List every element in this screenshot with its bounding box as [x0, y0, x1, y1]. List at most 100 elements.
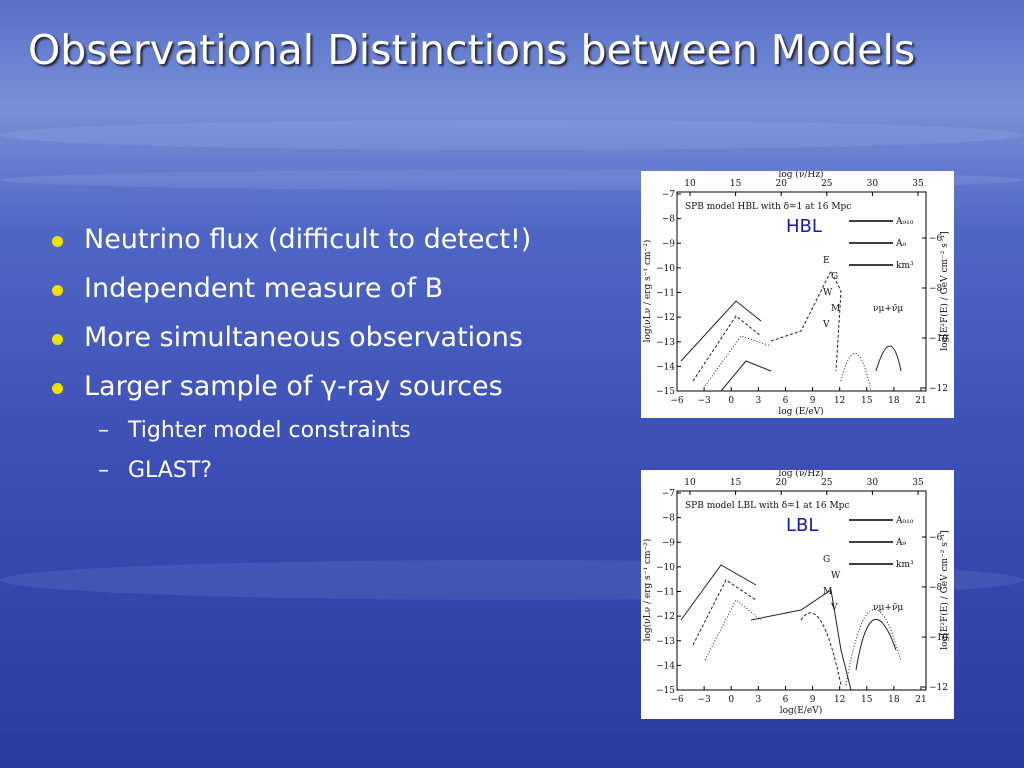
bottom-tick-label: 9 [810, 396, 816, 406]
left-tick-label: −10 [656, 563, 675, 573]
bottom-tick-label: 12 [834, 695, 845, 705]
right-tick-label: −8 [929, 284, 943, 294]
model-curve [720, 360, 772, 392]
left-tick-label: −11 [656, 289, 675, 299]
plot-frame [676, 490, 927, 691]
caption: SPB model HBL with δ=1 at 16 Mpc [685, 202, 851, 212]
model-curve [840, 353, 872, 392]
legend-label: A₉ [895, 538, 906, 548]
bottom-tick-label: 21 [915, 396, 926, 406]
sub-bullet-item: Tighter model constraints [98, 418, 411, 443]
left-tick-label: −10 [656, 264, 675, 274]
bottom-tick-label: 18 [888, 396, 900, 406]
bottom-tick-label: −3 [697, 396, 711, 406]
bottom-tick-label: 21 [915, 695, 926, 705]
top-tick-label: 35 [912, 179, 924, 189]
model-curve [704, 599, 762, 661]
legend-label: A₉₁₀ [895, 516, 914, 526]
top-tick-label: 25 [821, 179, 833, 189]
bottom-axis-label: log(E/eV) [780, 705, 823, 716]
left-tick-label: −12 [656, 612, 675, 622]
right-tick-label: −6 [929, 234, 943, 244]
neutrino-label: νμ+ν̄μ [873, 603, 903, 613]
right-tick-label: −10 [929, 334, 948, 344]
top-tick-label: 20 [775, 478, 787, 488]
left-tick-label: −9 [662, 239, 676, 249]
bullet-item: More simultaneous observations [52, 322, 523, 353]
hbl-figure: 10 15 20 25 30 35 log (ν/Hz) −6 −3 0 3 6 9 12 15 18 21 lo… [641, 171, 954, 418]
neutrino-label: νμ+ν̄μ [873, 304, 903, 314]
background-wave [0, 120, 1024, 150]
bottom-tick-label: 6 [783, 396, 789, 406]
top-tick-label: 15 [730, 179, 742, 189]
bottom-tick-label: 3 [755, 695, 761, 705]
bottom-tick-label: 12 [834, 396, 845, 406]
model-curve [800, 612, 842, 686]
plot-frame [676, 191, 927, 392]
bottom-tick-label: −6 [670, 695, 684, 705]
top-tick-label: 20 [775, 179, 787, 189]
caption: SPB model LBL with δ=1 at 16 Mpc [685, 501, 849, 511]
bottom-tick-label: 0 [728, 695, 734, 705]
model-curve [704, 335, 772, 387]
left-tick-label: −13 [656, 637, 675, 647]
right-tick-label: −12 [929, 384, 948, 394]
detector-label: E [823, 256, 830, 266]
detector-label: W [823, 288, 833, 298]
right-tick-label: −8 [929, 583, 943, 593]
model-curve [855, 618, 897, 671]
top-axis-label: log (ν/Hz) [778, 470, 823, 479]
detector-label: V [822, 320, 830, 330]
left-tick-label: −9 [662, 538, 676, 548]
slide-title: Observational Distinctions between Model… [28, 26, 916, 74]
model-curve [680, 300, 762, 362]
bottom-axis-label: log (E/eV) [778, 406, 823, 417]
left-tick-label: −7 [662, 190, 676, 200]
detector-label: W [831, 571, 841, 581]
bottom-tick-label: 15 [861, 396, 873, 406]
model-label: LBL [786, 515, 818, 536]
bullet-item: Independent measure of B [51, 273, 444, 304]
left-axis-label: log(νLν / erg s⁻¹ cm⁻²) [642, 240, 653, 343]
bottom-tick-label: 15 [861, 695, 873, 705]
bottom-tick-label: 9 [810, 695, 816, 705]
right-tick-label: −6 [929, 533, 943, 543]
left-tick-label: −12 [656, 313, 675, 323]
sub-bullet-item: GLAST? [98, 458, 212, 483]
model-curve [692, 315, 762, 382]
left-tick-label: −13 [656, 338, 675, 348]
top-tick-label: 10 [684, 179, 696, 189]
top-tick-label: 15 [730, 478, 742, 488]
model-curve [750, 589, 852, 691]
left-tick-label: −15 [656, 387, 675, 397]
left-tick-label: −7 [662, 489, 676, 499]
model-curve [692, 579, 757, 646]
left-tick-label: −8 [662, 215, 676, 225]
top-tick-label: 30 [867, 179, 879, 189]
right-tick-label: −10 [929, 633, 948, 643]
right-tick-label: −12 [929, 683, 948, 693]
legend-label: km³ [896, 261, 914, 271]
top-tick-label: 30 [867, 478, 879, 488]
detector-label: G [831, 272, 838, 282]
left-tick-label: −14 [656, 362, 675, 372]
model-curve [845, 609, 902, 686]
legend-label: A₉₁₀ [895, 217, 914, 227]
left-tick-label: −14 [656, 661, 675, 671]
bottom-tick-label: 3 [755, 396, 761, 406]
left-axis-label: log(νLν / erg s⁻¹ cm⁻²) [642, 539, 653, 642]
top-axis-label: log (ν/Hz) [778, 171, 823, 180]
left-tick-label: −8 [662, 514, 676, 524]
bullet-item: Neutrino flux (difficult to detect!) [51, 224, 532, 255]
model-label: HBL [786, 216, 822, 237]
legend-label: A₉ [895, 239, 906, 249]
right-axis-label: log[E²F(E) / GeV cm⁻² s⁻¹] [939, 231, 950, 351]
top-tick-label: 10 [684, 478, 696, 488]
bullet-item: Larger sample of γ-ray sources [52, 371, 503, 402]
bottom-tick-label: −6 [670, 396, 684, 406]
bottom-tick-label: 6 [783, 695, 789, 705]
model-curve [680, 564, 757, 621]
top-tick-label: 25 [821, 478, 833, 488]
detector-label: M [831, 304, 840, 314]
